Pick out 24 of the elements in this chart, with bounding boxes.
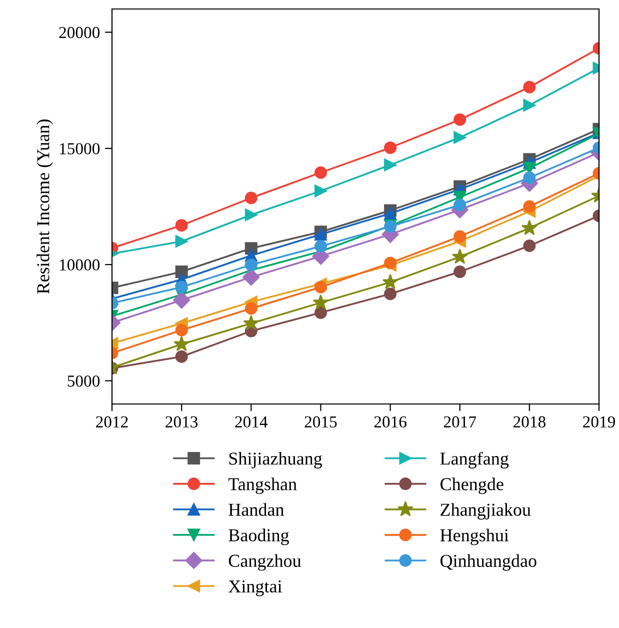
y-tick-label: 10000 xyxy=(60,259,100,271)
legend-label: Cangzhou xyxy=(228,554,302,571)
legend-label: Langfang xyxy=(440,452,509,468)
x-tick-label: 2019 xyxy=(583,416,615,428)
y-tick-label: 20000 xyxy=(59,26,100,38)
y-axis-title: Resident Income (Yuan) xyxy=(36,120,53,294)
x-tick-label: 2017 xyxy=(444,416,476,428)
x-tick-label: 2012 xyxy=(96,416,128,428)
legend-label: Qinhuangdao xyxy=(440,554,536,571)
legend-label: Xingtai xyxy=(228,580,282,596)
x-tick-label: 2014 xyxy=(235,416,268,428)
legend-label: Tangshan xyxy=(228,478,297,494)
x-tick-label: 2016 xyxy=(374,416,406,428)
legend-label: Shijiazhuang xyxy=(229,452,322,468)
legend-label: Baoding xyxy=(228,528,289,546)
y-tick-label: 15000 xyxy=(60,143,100,154)
legend-label: Handan xyxy=(228,503,284,516)
y-tick-label: 5000 xyxy=(68,375,100,387)
legend-label: Zhangjiakou xyxy=(440,503,531,520)
legend-label: Chengde xyxy=(440,478,504,494)
legend-label: Hengshui xyxy=(440,528,509,546)
x-tick-label: 2018 xyxy=(513,416,546,428)
x-tick-label: 2015 xyxy=(304,416,337,428)
x-tick-label: 2013 xyxy=(166,416,198,428)
